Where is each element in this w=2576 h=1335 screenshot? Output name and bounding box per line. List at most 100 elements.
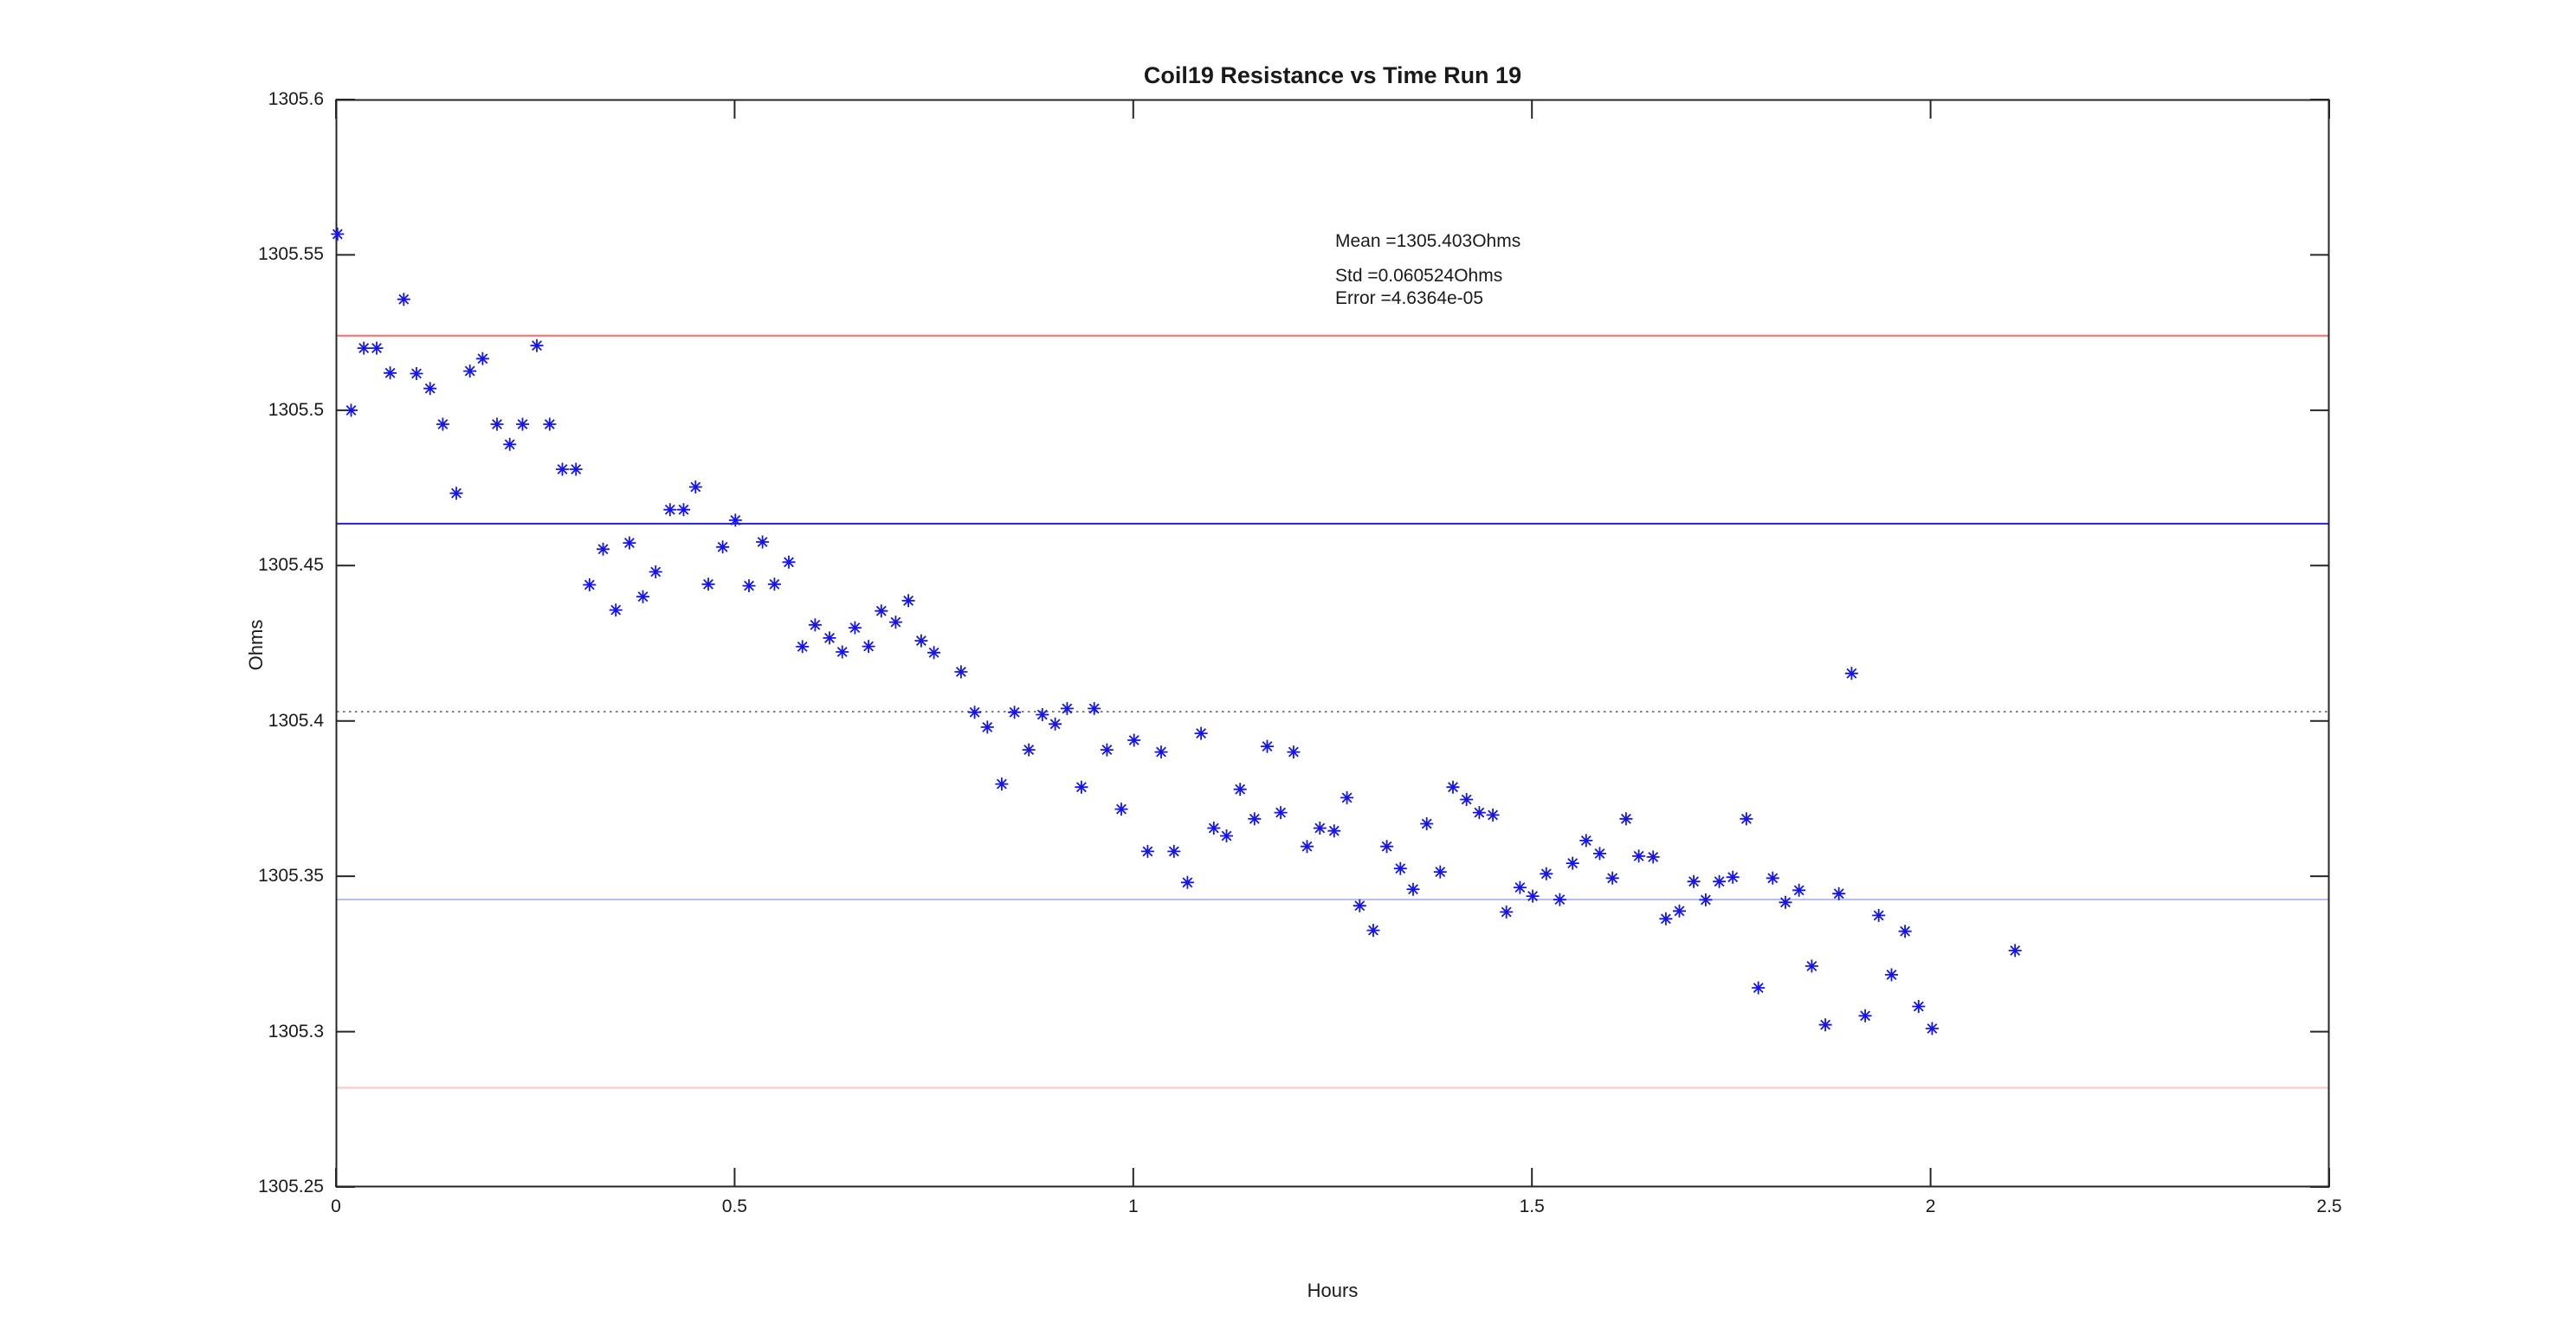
data-point-marker — [1154, 745, 1168, 759]
x-axis-label: Hours — [1307, 1280, 1359, 1301]
data-point-marker — [901, 594, 915, 608]
plot-area — [331, 99, 2330, 1188]
y-tick-label: 1305.5 — [268, 399, 324, 420]
data-point-marker — [1207, 822, 1221, 835]
data-point-marker — [1261, 739, 1274, 753]
data-point-marker — [1248, 812, 1262, 826]
data-point-marker — [569, 462, 583, 476]
data-point-marker — [1872, 908, 1886, 922]
data-point-marker — [530, 339, 544, 352]
data-point-marker — [1287, 745, 1301, 759]
data-point-marker — [1885, 968, 1898, 982]
data-point-marker — [767, 577, 781, 591]
data-point-marker — [782, 555, 796, 569]
y-tick-label: 1305.4 — [268, 710, 324, 731]
data-point-marker — [649, 565, 662, 578]
data-point-marker — [1036, 708, 1049, 721]
data-point-marker — [1327, 824, 1341, 838]
data-point-marker — [1699, 893, 1713, 906]
data-point-marker — [1340, 790, 1354, 804]
data-point-marker — [1740, 812, 1753, 826]
data-point-marker — [1792, 883, 1806, 897]
axes-box — [335, 99, 2330, 1188]
x-tick-label: 0 — [331, 1196, 341, 1216]
data-point-marker — [796, 640, 810, 654]
data-point-marker — [995, 777, 1009, 791]
data-point-marker — [1779, 895, 1792, 909]
data-point-marker — [436, 417, 449, 431]
plot-canvas — [331, 99, 2330, 1188]
data-point-marker — [1406, 882, 1420, 896]
data-point-marker — [954, 665, 968, 679]
data-point-marker — [1060, 701, 1074, 715]
data-point-marker — [1593, 847, 1606, 861]
data-point-marker — [423, 382, 437, 396]
data-point-marker — [1100, 743, 1114, 757]
data-point-marker — [848, 621, 862, 635]
data-point-marker — [609, 603, 623, 617]
chart-title: Coil19 Resistance vs Time Run 19 — [1143, 62, 1522, 88]
data-point-marker — [1220, 829, 1233, 842]
data-point-marker — [742, 579, 756, 593]
data-point-marker — [410, 367, 423, 380]
data-point-marker — [888, 616, 902, 629]
data-point-marker — [1632, 849, 1646, 863]
data-point-marker — [1114, 803, 1128, 816]
data-point-marker — [808, 618, 822, 632]
data-point-marker — [1194, 726, 1208, 740]
data-point-marker — [875, 604, 888, 618]
data-point-marker — [1140, 844, 1154, 858]
x-tick-label: 2.5 — [2316, 1196, 2342, 1216]
data-point-marker — [357, 341, 371, 355]
data-point-marker — [1553, 893, 1566, 906]
y-tick-label: 1305.25 — [258, 1177, 324, 1196]
data-point-marker — [1540, 867, 1553, 880]
data-point-marker — [1127, 733, 1141, 747]
data-point-marker — [823, 631, 836, 645]
data-point-marker — [1353, 899, 1366, 913]
y-tick-label: 1305.55 — [258, 244, 324, 265]
data-point-marker — [1180, 875, 1194, 889]
data-point-marker — [1752, 981, 1766, 995]
data-point-marker — [1472, 806, 1486, 820]
stats-annotation: Mean =1305.403Ohms Std =0.060524Ohms Err… — [1335, 230, 1520, 310]
data-point-marker — [1912, 1000, 1926, 1013]
data-point-marker — [1022, 743, 1036, 757]
stats-mean-text: Mean =1305.403Ohms — [1335, 231, 1521, 251]
data-point-marker — [968, 706, 982, 719]
y-tick-label: 1305.45 — [258, 555, 324, 576]
data-point-marker — [1460, 793, 1474, 806]
y-tick-label: 1305.6 — [268, 89, 324, 109]
data-point-marker — [449, 487, 463, 500]
data-point-marker — [503, 437, 517, 451]
data-point-marker — [636, 590, 649, 603]
data-point-marker — [1008, 706, 1022, 719]
data-point-marker — [914, 634, 928, 648]
data-point-marker — [1832, 887, 1846, 900]
x-tick-label: 1.5 — [1519, 1196, 1545, 1216]
data-point-marker — [1513, 880, 1527, 894]
data-point-marker — [980, 720, 994, 734]
data-point-marker — [1446, 780, 1460, 794]
data-point-marker — [1274, 806, 1288, 820]
data-point-marker — [1713, 874, 1727, 888]
data-point-marker — [1075, 780, 1088, 794]
data-point-marker — [597, 542, 610, 556]
data-point-marker — [1858, 1009, 1872, 1022]
data-point-marker — [1167, 844, 1181, 858]
data-point-marker — [583, 578, 597, 591]
data-point-marker — [370, 341, 384, 355]
y-tick-label: 1305.35 — [258, 866, 324, 887]
data-point-marker — [1619, 812, 1633, 826]
data-point-marker — [2008, 944, 2022, 958]
data-point-marker — [1393, 861, 1407, 875]
data-point-marker — [1804, 959, 1818, 973]
data-point-marker — [397, 293, 410, 306]
data-point-marker — [1526, 889, 1540, 903]
data-point-marker — [623, 536, 636, 550]
data-point-marker — [836, 645, 849, 659]
x-tick-label: 0.5 — [721, 1196, 747, 1216]
data-point-marker — [862, 640, 875, 654]
data-point-marker — [1366, 924, 1380, 938]
data-point-marker — [1420, 817, 1434, 830]
